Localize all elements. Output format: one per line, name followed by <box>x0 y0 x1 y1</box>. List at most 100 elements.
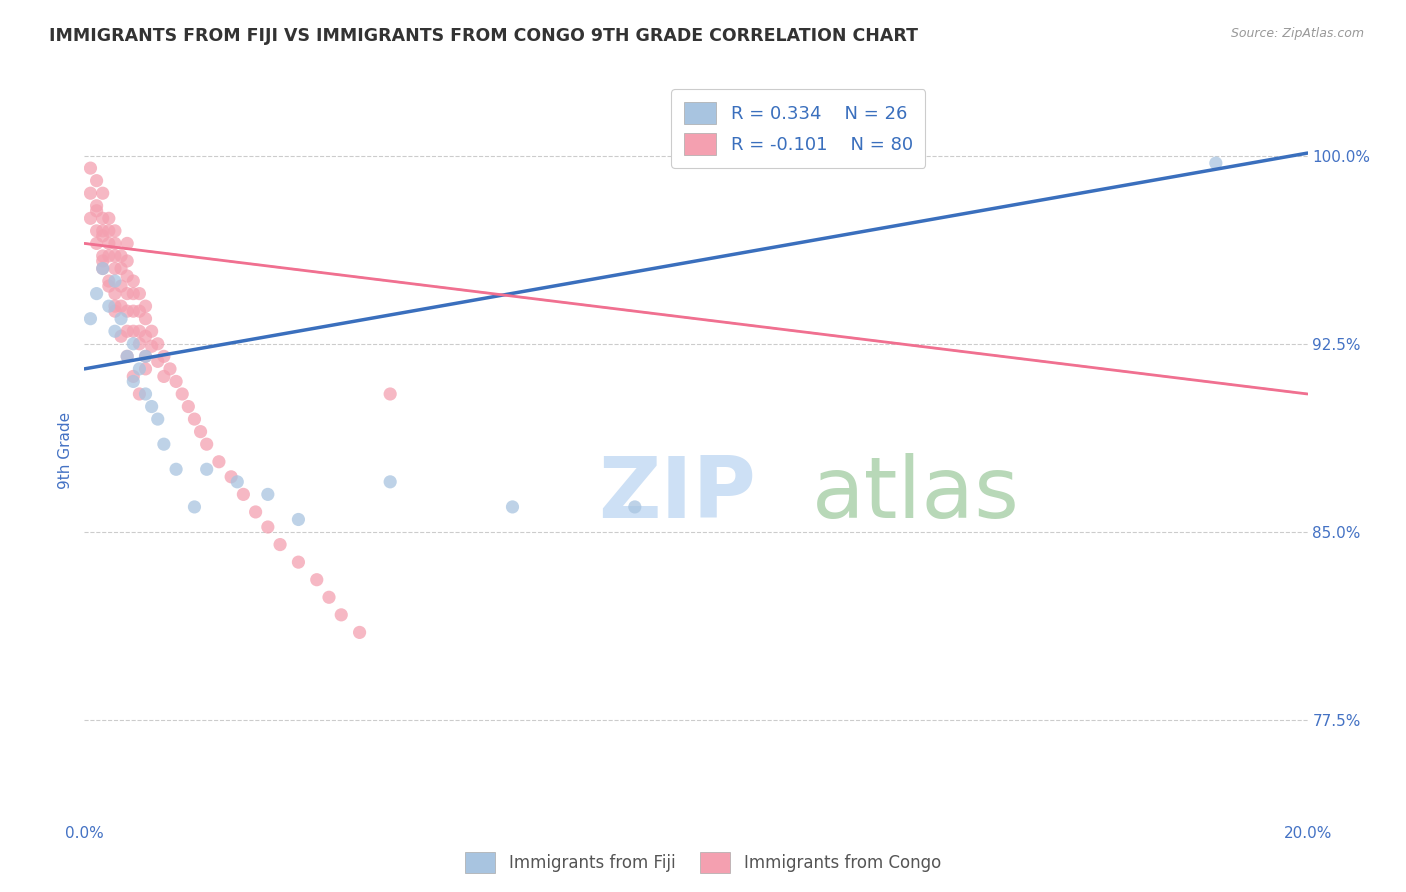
Point <box>305 573 328 587</box>
Point <box>91 249 114 263</box>
Point <box>153 369 176 384</box>
Point <box>141 324 163 338</box>
Point <box>97 224 120 238</box>
Point <box>91 261 114 276</box>
Point <box>183 500 205 514</box>
Point <box>115 286 138 301</box>
Point <box>287 512 309 526</box>
Point <box>232 487 254 501</box>
Point <box>115 254 138 268</box>
Point <box>257 487 280 501</box>
Point <box>135 299 157 313</box>
Point <box>153 437 176 451</box>
Point <box>128 387 150 401</box>
Text: Source: ZipAtlas.com: Source: ZipAtlas.com <box>1230 27 1364 40</box>
Point <box>104 249 127 263</box>
Point <box>141 339 163 353</box>
Point <box>128 286 150 301</box>
Point <box>122 274 145 288</box>
Point <box>115 304 138 318</box>
Point <box>128 304 150 318</box>
Point <box>110 279 132 293</box>
Point <box>91 186 114 201</box>
Point <box>104 261 127 276</box>
Point <box>104 299 127 313</box>
Point <box>135 387 157 401</box>
Point <box>195 437 218 451</box>
Point <box>349 625 371 640</box>
Point <box>104 286 127 301</box>
Point <box>91 254 114 268</box>
Point <box>110 299 132 313</box>
Point <box>172 387 194 401</box>
Point <box>122 304 145 318</box>
Point <box>122 375 145 389</box>
Point <box>245 505 267 519</box>
Point <box>146 354 169 368</box>
Point <box>86 203 108 218</box>
Point <box>177 400 200 414</box>
Point <box>110 329 132 343</box>
Point <box>269 538 291 552</box>
Point <box>110 249 132 263</box>
Point <box>115 324 138 338</box>
Legend: Immigrants from Fiji, Immigrants from Congo: Immigrants from Fiji, Immigrants from Co… <box>458 846 948 880</box>
Point <box>104 274 127 288</box>
Point <box>380 475 402 489</box>
Point <box>86 286 108 301</box>
Point <box>86 199 108 213</box>
Point <box>165 375 187 389</box>
Point <box>287 555 309 569</box>
Point <box>97 211 120 226</box>
Point <box>110 261 132 276</box>
Point <box>190 425 212 439</box>
Point <box>79 161 101 175</box>
Point <box>97 279 120 293</box>
Point <box>135 329 157 343</box>
Point <box>97 236 120 251</box>
Point <box>128 362 150 376</box>
Point <box>135 362 157 376</box>
Point <box>91 228 114 243</box>
Point <box>502 500 524 514</box>
Point <box>257 520 280 534</box>
Text: atlas: atlas <box>813 453 1021 536</box>
Point <box>86 224 108 238</box>
Legend: R = 0.334    N = 26, R = -0.101    N = 80: R = 0.334 N = 26, R = -0.101 N = 80 <box>671 89 925 168</box>
Point <box>115 349 138 363</box>
Point <box>208 455 231 469</box>
Point <box>104 324 127 338</box>
Point <box>110 311 132 326</box>
Point <box>226 475 249 489</box>
Point <box>183 412 205 426</box>
Point <box>79 186 101 201</box>
Point <box>122 369 145 384</box>
Point <box>115 349 138 363</box>
Text: IMMIGRANTS FROM FIJI VS IMMIGRANTS FROM CONGO 9TH GRADE CORRELATION CHART: IMMIGRANTS FROM FIJI VS IMMIGRANTS FROM … <box>49 27 918 45</box>
Point <box>128 336 150 351</box>
Point <box>624 500 647 514</box>
Point <box>318 591 340 605</box>
Point <box>135 311 157 326</box>
Point <box>122 286 145 301</box>
Point <box>135 349 157 363</box>
Point <box>1205 156 1227 170</box>
Point <box>79 211 101 226</box>
Point <box>86 174 108 188</box>
Point <box>104 236 127 251</box>
Point <box>330 607 353 622</box>
Point <box>91 261 114 276</box>
Point <box>159 362 181 376</box>
Point <box>153 349 176 363</box>
Text: ZIP: ZIP <box>598 453 756 536</box>
Point <box>91 211 114 226</box>
Point <box>135 349 157 363</box>
Point <box>219 470 242 484</box>
Point <box>146 336 169 351</box>
Point <box>128 324 150 338</box>
Point <box>97 274 120 288</box>
Point <box>97 249 120 263</box>
Point <box>122 336 145 351</box>
Point <box>146 412 169 426</box>
Y-axis label: 9th Grade: 9th Grade <box>58 412 73 489</box>
